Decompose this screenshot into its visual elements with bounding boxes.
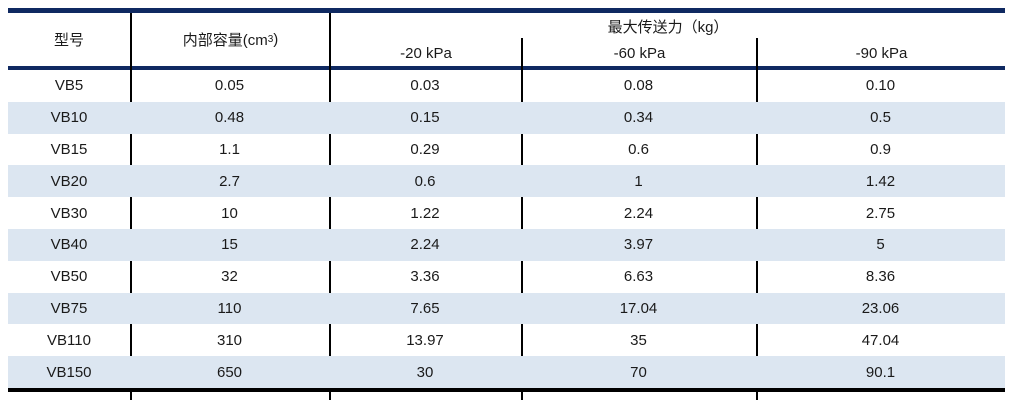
cell-model: VB5: [54, 77, 84, 95]
cell-kpa20: 0.15: [410, 109, 440, 127]
cell-kpa60: 3.97: [623, 236, 654, 254]
table-row: VB5 0.05 0.03 0.08 0.10: [8, 70, 1005, 102]
cell-capacity: 10: [221, 204, 238, 222]
cell-kpa60: 0.6: [628, 140, 649, 158]
table-row: VB40 15 2.24 3.97 5: [8, 228, 1005, 261]
cell-model: VB75: [50, 299, 88, 317]
table-body: VB5 0.05 0.03 0.08 0.10 VB10 0.48 0.15 0…: [8, 70, 1005, 388]
cell-model: VB30: [50, 204, 88, 222]
cell-model: VB110: [47, 331, 91, 349]
cell-capacity: 1.1: [219, 140, 240, 158]
table-row: VB30 10 1.22 2.24 2.75: [8, 197, 1005, 229]
cell-kpa90: 23.06: [861, 299, 900, 317]
cell-kpa60: 35: [630, 331, 647, 349]
column-group-header-max-force: 最大传送力（kg）: [607, 19, 729, 36]
table-row: VB75 110 7.65 17.04 23.06: [8, 292, 1005, 325]
cell-model: VB15: [50, 140, 88, 158]
cell-kpa90: 2.75: [865, 204, 896, 222]
cell-model: VB10: [50, 109, 88, 127]
divider-capacity-force: [329, 13, 331, 400]
column-header-model: 型号: [53, 32, 84, 49]
cell-kpa20: 0.6: [414, 172, 436, 190]
cell-model: VB20: [50, 172, 88, 190]
cell-capacity: 15: [221, 236, 238, 254]
cell-capacity: 310: [216, 331, 243, 349]
column-header-minus20kpa: -20 kPa: [400, 44, 452, 62]
table-row: VB20 2.7 0.6 1 1.42: [8, 165, 1005, 198]
table-bottom-rule: [8, 388, 1005, 392]
cell-capacity: 32: [221, 268, 238, 286]
table-row: VB110 310 13.97 35 47.04: [8, 324, 1005, 356]
cell-kpa90: 0.5: [870, 109, 891, 127]
cell-kpa20: 2.24: [410, 236, 440, 254]
cell-capacity: 110: [217, 299, 242, 317]
cell-kpa90: 0.9: [870, 140, 891, 158]
column-header-capacity: 内部容量(cm 3): [182, 31, 279, 49]
cell-kpa90: 1.42: [865, 172, 896, 190]
cell-model: VB50: [50, 268, 88, 286]
cell-kpa20: 0.03: [410, 77, 440, 95]
header-bottom-rule: [8, 66, 1005, 70]
cell-kpa20: 3.36: [410, 268, 440, 286]
cell-model: VB40: [50, 236, 88, 254]
cell-kpa20: 7.65: [410, 299, 440, 317]
divider-60kpa-90kpa: [756, 38, 758, 400]
cell-kpa90: 47.04: [861, 331, 900, 349]
cell-kpa60: 70: [630, 363, 647, 381]
cell-capacity: 650: [216, 363, 243, 381]
cell-model: VB150: [46, 363, 92, 381]
cell-kpa90: 90.1: [865, 363, 896, 381]
divider-model-capacity: [130, 13, 132, 400]
cell-kpa60: 2.24: [623, 204, 654, 222]
cell-capacity: 0.48: [214, 109, 245, 127]
table-row: VB10 0.48 0.15 0.34 0.5: [8, 101, 1005, 134]
cell-kpa20: 1.22: [410, 204, 440, 222]
cell-kpa20: 30: [416, 363, 434, 381]
cell-kpa60: 0.08: [623, 77, 654, 95]
table-row: VB50 32 3.36 6.63 8.36: [8, 261, 1005, 293]
divider-20kpa-60kpa: [521, 38, 523, 400]
table-row: VB15 1.1 0.29 0.6 0.9: [8, 134, 1005, 166]
table-top-rule: [8, 8, 1005, 13]
cell-kpa90: 0.10: [865, 77, 896, 95]
cell-kpa20: 0.29: [410, 140, 440, 158]
column-header-minus90kpa: -90 kPa: [855, 44, 908, 62]
cell-kpa60: 17.04: [619, 299, 658, 317]
cell-capacity: 0.05: [214, 77, 245, 95]
cell-capacity: 2.7: [219, 172, 240, 190]
cell-kpa60: 6.63: [623, 268, 654, 286]
cell-kpa60: 0.34: [623, 109, 654, 127]
cell-kpa20: 13.97: [406, 331, 444, 349]
cell-kpa60: 1: [634, 172, 643, 190]
column-header-minus60kpa: -60 kPa: [613, 44, 666, 62]
cell-kpa90: 8.36: [865, 268, 896, 286]
cell-kpa90: 5: [876, 236, 885, 254]
table-row: VB150 650 30 70 90.1: [8, 356, 1005, 388]
capacity-label-prefix: 内部容量(cm: [182, 32, 268, 49]
capacity-label-suffix: ): [273, 31, 279, 48]
